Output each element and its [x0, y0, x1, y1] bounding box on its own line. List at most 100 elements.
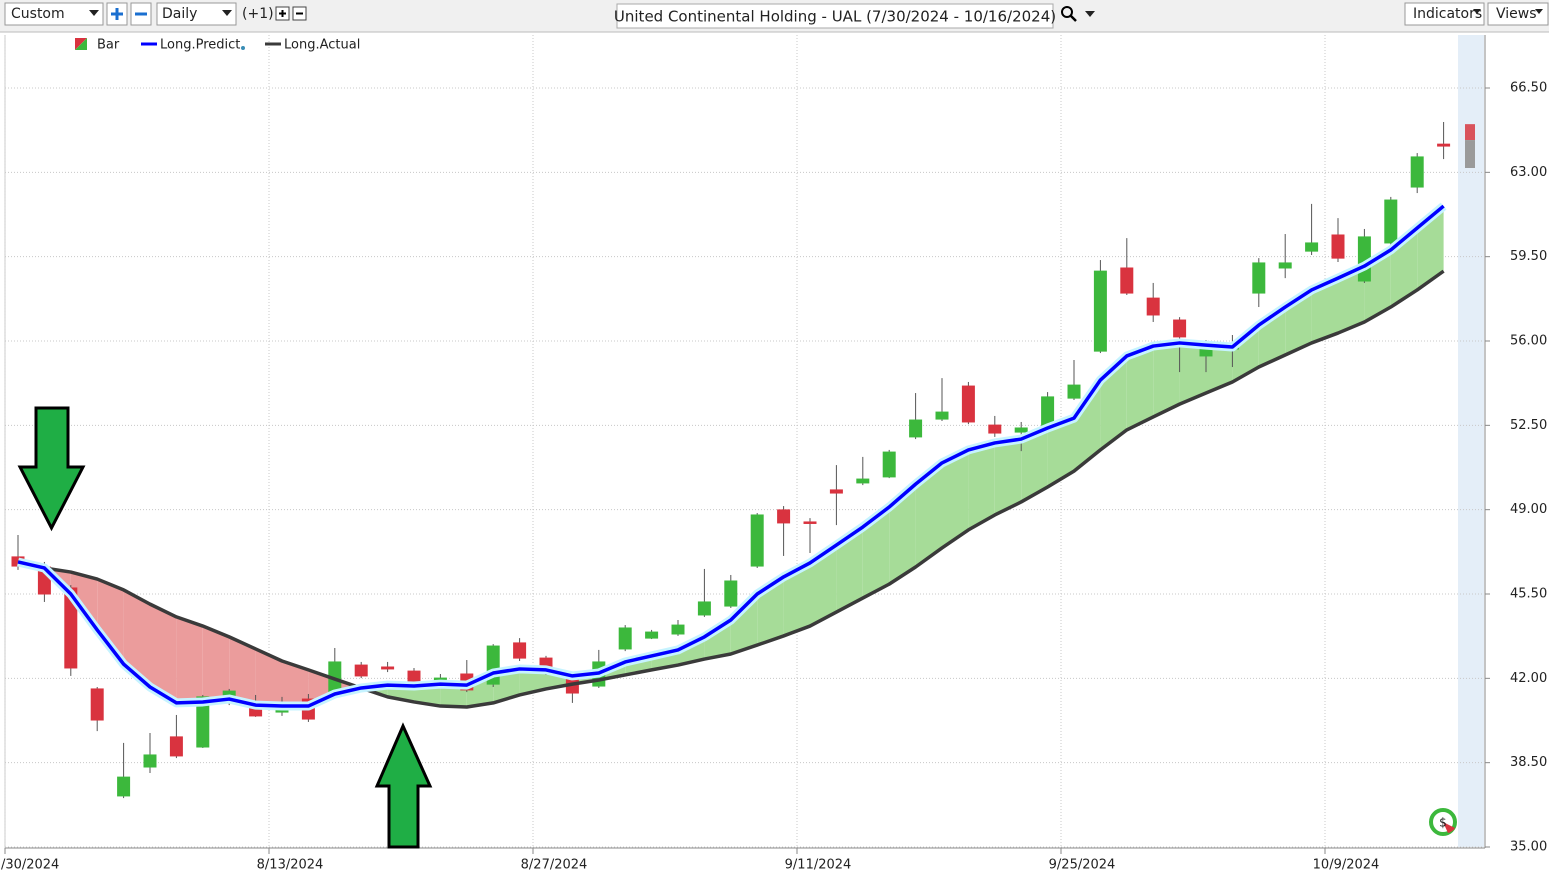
candle-body	[407, 670, 421, 683]
candle-body	[1305, 242, 1319, 252]
fill-area	[229, 636, 256, 706]
symbol-title[interactable]: United Continental Holding - UAL (7/30/2…	[614, 8, 1056, 26]
fill-area	[1074, 380, 1101, 472]
search-icon[interactable]	[1061, 6, 1073, 18]
fill-area	[1232, 325, 1259, 382]
fill-area	[440, 684, 467, 708]
fill-area	[1021, 427, 1048, 502]
candle-body	[829, 489, 843, 494]
candle-body	[803, 521, 817, 524]
forecast-lower	[1465, 140, 1475, 169]
fill-area	[968, 442, 995, 530]
fill-area	[836, 527, 863, 613]
fill-area	[202, 626, 230, 702]
fill-area	[1153, 342, 1180, 417]
fill-area	[176, 616, 203, 703]
candle-body	[1384, 199, 1398, 244]
candle-body	[1410, 156, 1424, 188]
fill-area	[282, 660, 309, 707]
fill-area	[704, 620, 731, 660]
indicators-button[interactable]	[1404, 2, 1485, 26]
dollar-wedge	[1443, 822, 1455, 833]
indicators-text[interactable]: Indicators	[1413, 6, 1482, 22]
fill-area	[1206, 345, 1233, 394]
candle-body	[909, 419, 923, 438]
candle-body	[1120, 267, 1134, 294]
candle-body	[618, 627, 632, 650]
fill-area	[1311, 278, 1338, 343]
y-tick-label: 45.50	[1510, 587, 1547, 602]
candle-body	[882, 451, 896, 478]
x-tick-label: 10/9/2024	[1313, 858, 1380, 873]
dropdown-arrow	[89, 10, 99, 16]
legend-dot	[241, 46, 245, 50]
plot: 35.00 38.50 42.00 45.50 49.00 52.50 56.00 59.50…	[0, 35, 1547, 873]
candle-body	[1146, 297, 1160, 316]
forecast-upper	[1465, 124, 1475, 141]
candle-body	[354, 664, 368, 677]
candle-body	[988, 424, 1002, 434]
x-tick-label: 9/25/2024	[1049, 858, 1116, 873]
up-arrow	[374, 722, 433, 849]
fill-area	[150, 604, 177, 703]
offset-text: (+1)	[242, 6, 274, 22]
fill-area	[915, 462, 942, 568]
candle-body	[513, 642, 527, 659]
fill-area	[862, 507, 890, 599]
dropdown-arrow	[222, 10, 232, 16]
toolbar: Custom Daily (+1) United Continental Hol…	[0, 0, 1549, 33]
candle-body	[1252, 262, 1266, 294]
fill-area	[1179, 342, 1206, 405]
symbol-box[interactable]	[616, 3, 1054, 29]
fill-area	[889, 484, 916, 585]
candle-body	[169, 736, 183, 757]
candle-body	[1331, 234, 1345, 259]
fill-area	[493, 668, 520, 703]
x-tick-label: 8/13/2024	[257, 858, 324, 873]
x-tick-label: 7/30/2024	[0, 858, 59, 873]
dropdown-arrow	[1473, 9, 1481, 14]
fill-area	[1047, 418, 1074, 488]
actual-line	[44, 269, 1445, 709]
fill-area	[1338, 266, 1365, 334]
range-text[interactable]: Custom	[11, 6, 65, 22]
y-tick-label: 38.50	[1510, 755, 1547, 770]
candle-body	[697, 601, 711, 616]
interval-dropdown[interactable]	[156, 2, 237, 26]
candle-body	[750, 514, 764, 567]
range-dropdown[interactable]	[4, 2, 104, 26]
candle-body	[856, 478, 870, 484]
fill-area	[783, 562, 810, 636]
dollar-sign: $	[1439, 816, 1447, 830]
y-tick-label: 59.50	[1510, 249, 1547, 264]
interval-text[interactable]: Daily	[162, 6, 197, 22]
fill-area	[97, 579, 124, 665]
candle-body	[645, 631, 659, 639]
candle-body	[1014, 427, 1028, 433]
views-text[interactable]: Views	[1496, 6, 1537, 22]
fill-area	[519, 668, 546, 695]
y-tick-label: 63.00	[1510, 165, 1547, 180]
legend-label: Bar	[97, 38, 120, 53]
fill-area	[730, 594, 758, 654]
fill-area	[994, 439, 1022, 515]
candle-body	[724, 580, 738, 607]
y-tick-label: 42.00	[1510, 671, 1547, 686]
fill-area	[1126, 346, 1154, 430]
legend-label: Long.Predict	[160, 38, 240, 53]
search-arrow[interactable]	[1085, 11, 1095, 17]
fill-area	[942, 449, 969, 548]
x-tick-label: 8/27/2024	[521, 858, 588, 873]
candle-body	[1067, 384, 1081, 399]
down-arrow	[17, 406, 86, 532]
views-button[interactable]	[1487, 2, 1549, 26]
candle-body	[196, 696, 210, 748]
x-tick-label: 9/11/2024	[785, 858, 852, 873]
legend-label: Long.Actual	[284, 38, 360, 53]
predict-line	[17, 204, 1445, 708]
fill-area	[255, 648, 282, 707]
candle-body	[1093, 270, 1107, 352]
candle-body	[777, 509, 791, 524]
